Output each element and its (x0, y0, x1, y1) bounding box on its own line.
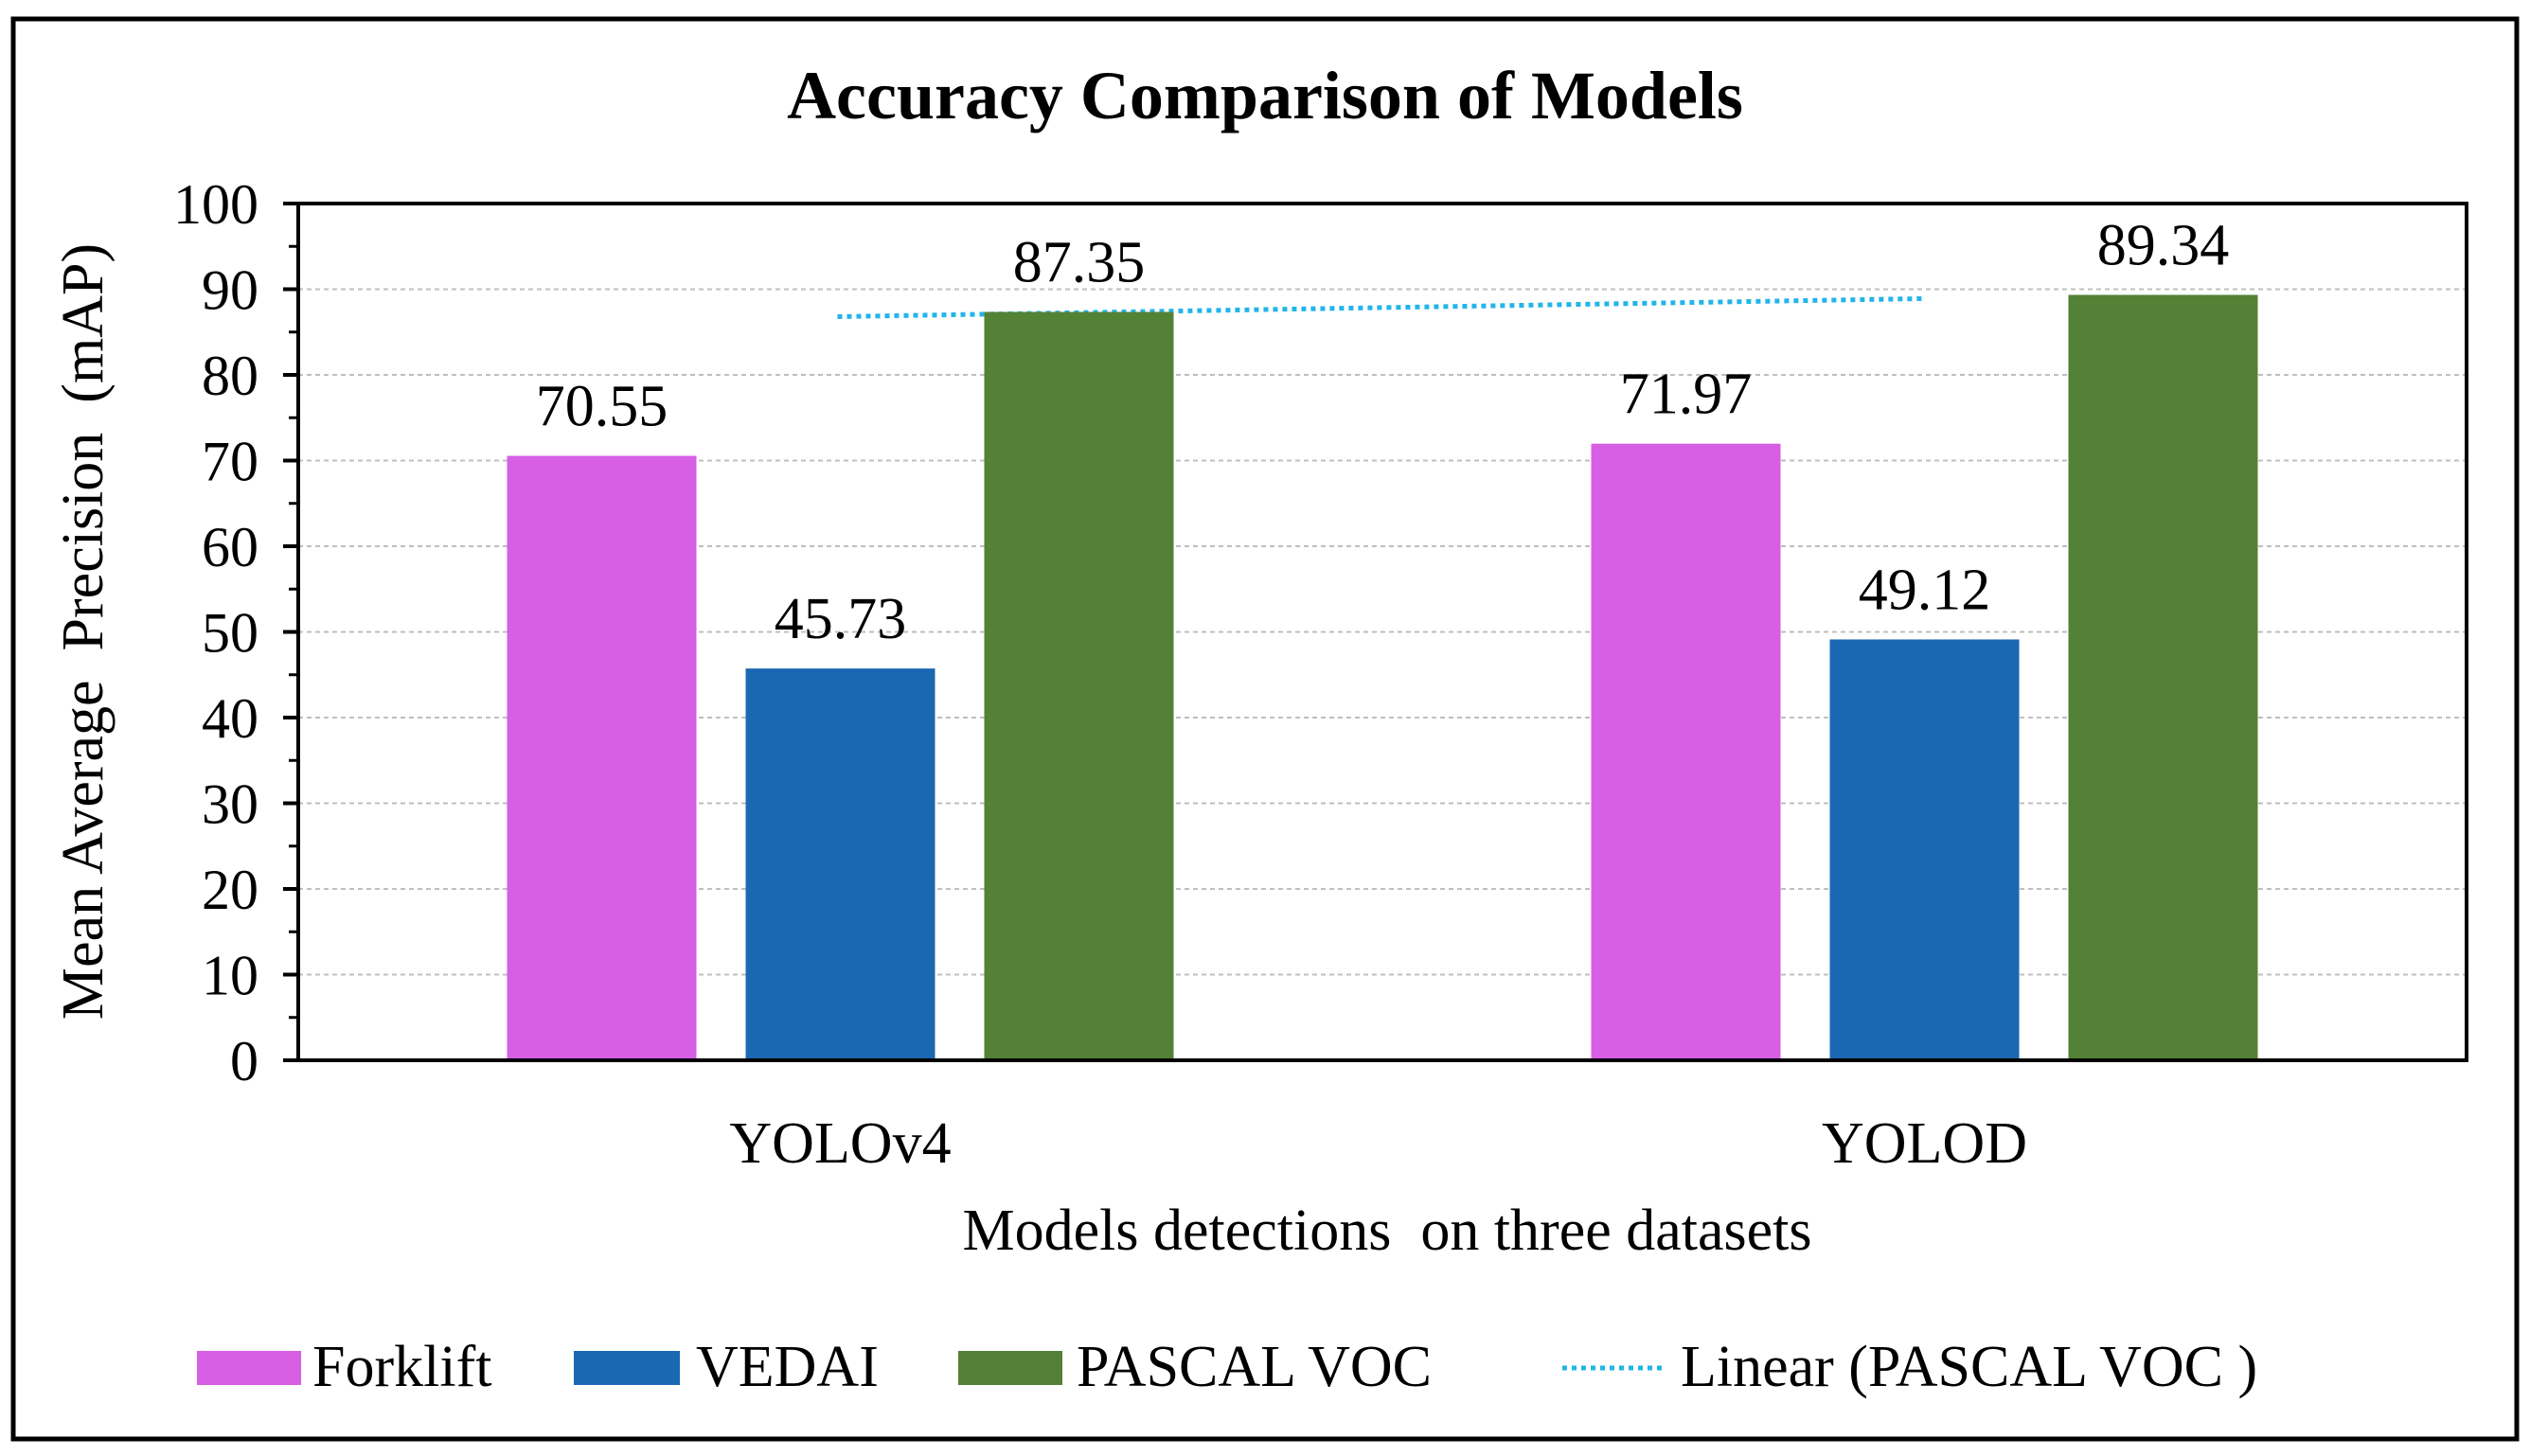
y-tick-label: 90 (202, 259, 258, 322)
x-tick-label: YOLOD (1822, 1111, 2027, 1176)
y-axis-ticks: 0 10 20 30 40 50 60 70 80 90 100 (173, 173, 298, 1092)
y-tick-label: 40 (202, 687, 258, 750)
legend-swatch-vedai (574, 1351, 680, 1385)
legend-label-vedai: VEDAI (696, 1335, 879, 1399)
bars (507, 294, 2258, 1061)
bar-vedai (1829, 639, 2020, 1060)
y-tick-label: 10 (202, 945, 258, 1007)
y-axis-label: Mean Average Precision (mAP) (51, 243, 116, 1020)
y-tick-label: 50 (202, 602, 258, 665)
x-axis-label: Models detections on three datasets (962, 1199, 1811, 1263)
data-label-forklift: 70.55 (536, 375, 668, 439)
legend-swatch-forklift (197, 1351, 301, 1385)
chart-title: Accuracy Comparison of Models (787, 58, 1743, 133)
y-tick-label: 80 (202, 345, 258, 407)
data-label-pascal-voc: 89.34 (2097, 213, 2230, 277)
y-tick-label: 70 (202, 431, 258, 493)
bar-forklift (507, 455, 697, 1061)
bar-pascal-voc (984, 311, 1174, 1060)
bar-vedai (745, 668, 935, 1060)
x-axis-ticks: YOLOv4 YOLOD (729, 1111, 2027, 1176)
data-label-vedai: 45.73 (775, 587, 907, 651)
data-labels: 70.55 71.97 45.73 49.12 87.35 89.34 (536, 213, 2230, 651)
legend-label-linear-trend: Linear (PASCAL VOC ) (1681, 1335, 2257, 1399)
x-tick-label: YOLOv4 (729, 1111, 951, 1176)
data-label-pascal-voc: 87.35 (1013, 230, 1146, 294)
y-tick-label: 60 (202, 516, 258, 578)
legend: Forklift VEDAI PASCAL VOC Linear (PASCAL… (197, 1335, 2257, 1399)
y-tick-label: 20 (202, 859, 258, 921)
legend-swatch-pascal-voc (958, 1351, 1062, 1385)
data-label-forklift: 71.97 (1620, 363, 1753, 427)
y-tick-label: 100 (173, 173, 258, 236)
legend-label-forklift: Forklift (312, 1335, 491, 1399)
legend-label-pascal-voc: PASCAL VOC (1077, 1335, 1432, 1399)
y-tick-label: 30 (202, 773, 258, 836)
bar-pascal-voc (2068, 294, 2258, 1060)
bar-forklift (1591, 443, 1781, 1060)
data-label-vedai: 49.12 (1859, 558, 1991, 622)
y-tick-label: 0 (230, 1030, 258, 1092)
